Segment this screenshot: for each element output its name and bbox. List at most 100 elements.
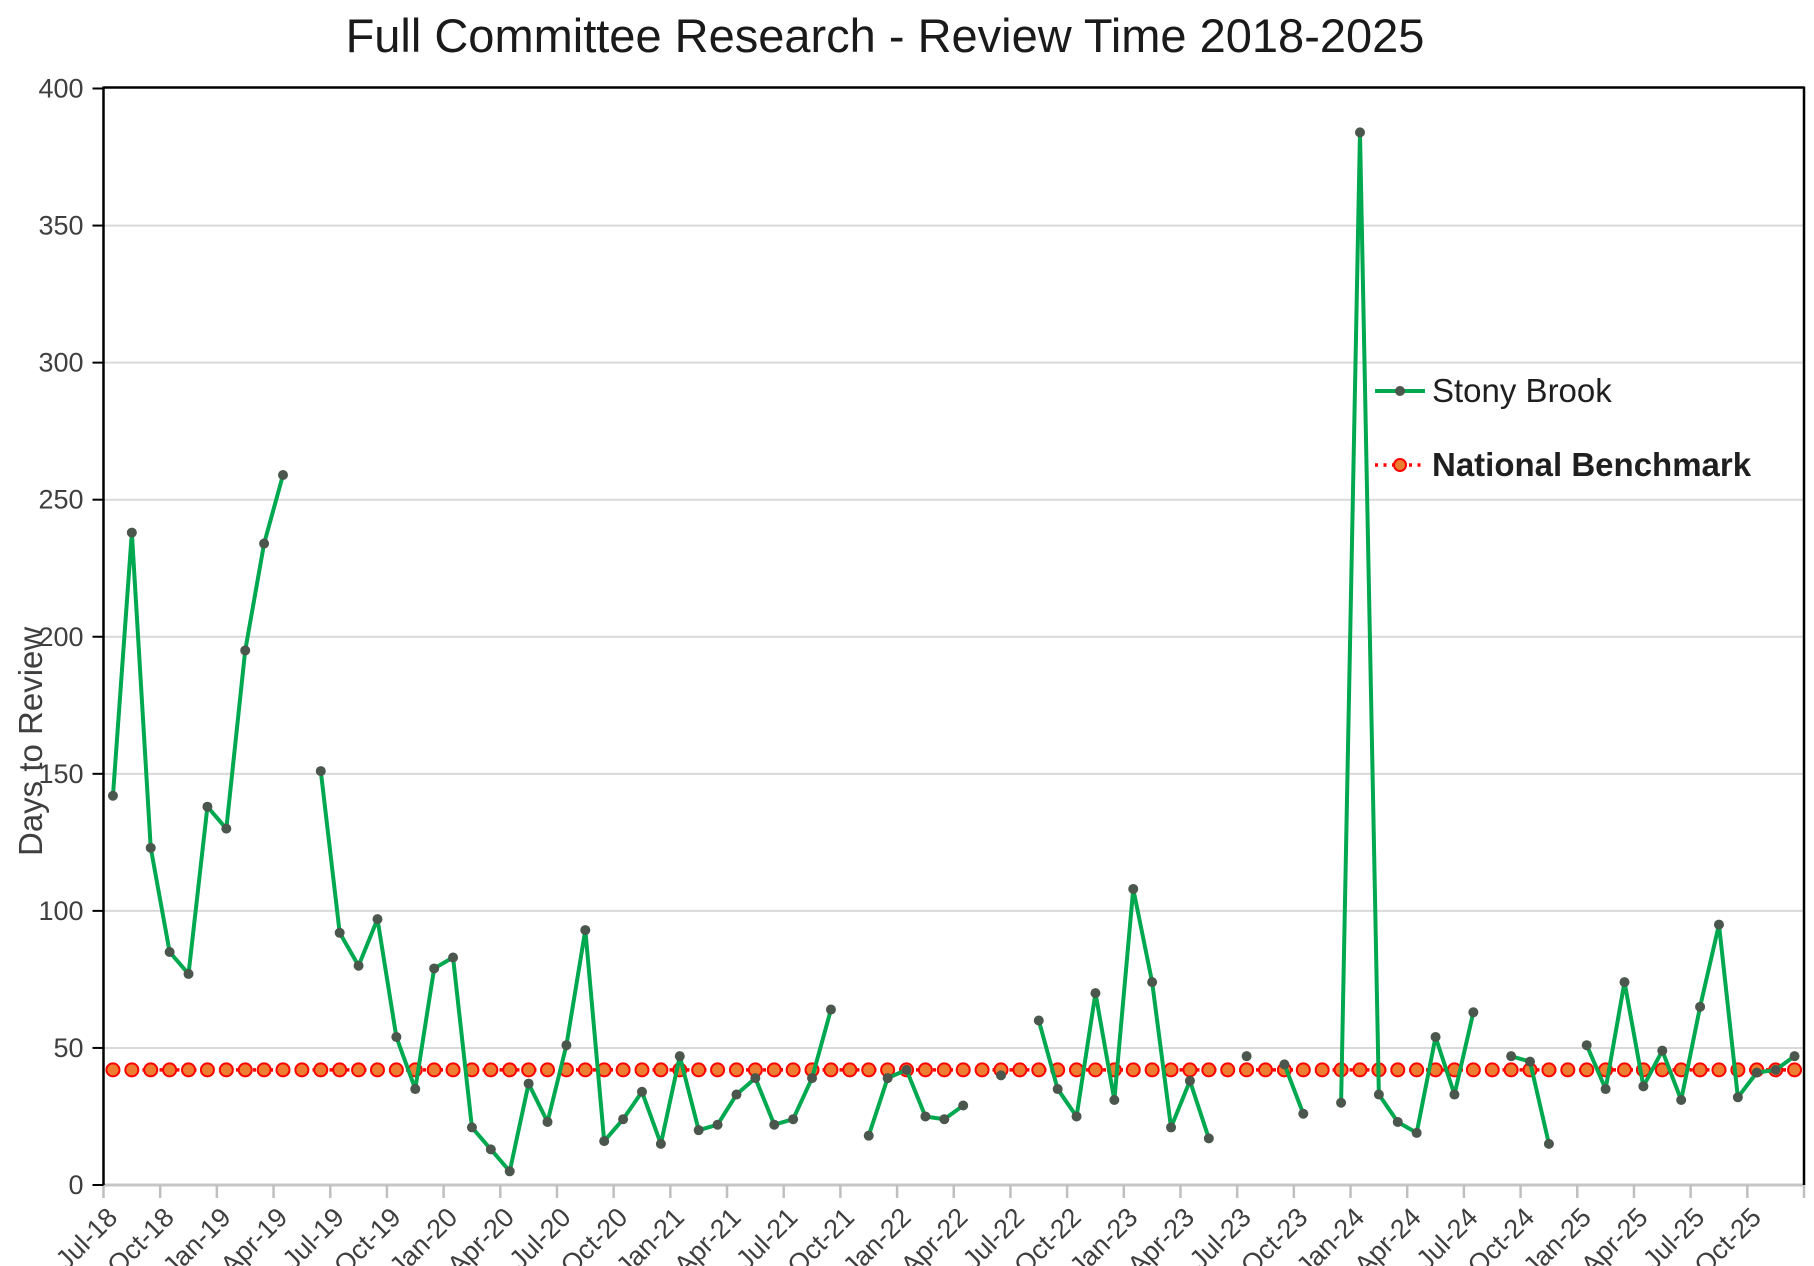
benchmark-marker <box>653 1062 669 1078</box>
benchmark-marker <box>1484 1062 1500 1078</box>
data-point-marker <box>183 968 194 979</box>
data-point-marker <box>750 1073 761 1084</box>
benchmark-marker <box>1295 1062 1311 1078</box>
data-point-marker <box>1657 1045 1668 1056</box>
benchmark-marker <box>842 1062 858 1078</box>
benchmark-marker <box>143 1062 159 1078</box>
benchmark-marker <box>1692 1062 1708 1078</box>
benchmark-marker <box>974 1062 990 1078</box>
benchmark-marker <box>1617 1062 1633 1078</box>
data-point-marker <box>1732 1092 1743 1103</box>
y-tick-label: 50 <box>53 1033 83 1063</box>
stony-brook-line <box>1584 922 1797 1103</box>
data-point-marker <box>1676 1095 1687 1106</box>
y-tick-label: 200 <box>38 622 83 652</box>
data-point-marker <box>410 1084 421 1095</box>
benchmark-marker <box>577 1062 593 1078</box>
data-point-marker <box>485 1144 496 1155</box>
data-point-marker <box>618 1114 629 1125</box>
data-point-marker <box>1052 1084 1063 1095</box>
data-point-marker <box>1279 1059 1290 1070</box>
benchmark-marker <box>861 1062 877 1078</box>
data-point-marker <box>429 963 440 974</box>
stony-brook-line <box>1339 130 1476 1135</box>
legend-item-national-benchmark: National Benchmark <box>1374 436 1751 494</box>
data-point-marker <box>1468 1007 1479 1018</box>
legend: Stony Brook National Benchmark <box>1374 362 1751 510</box>
data-point-marker <box>1090 988 1101 999</box>
data-point-marker <box>901 1064 912 1075</box>
data-point-marker <box>712 1119 723 1130</box>
benchmark-marker <box>917 1062 933 1078</box>
data-point-marker <box>1770 1064 1781 1075</box>
data-point-marker <box>920 1111 931 1122</box>
data-point-marker <box>1354 127 1365 138</box>
data-point-marker <box>655 1138 666 1149</box>
data-point-marker <box>1525 1056 1536 1067</box>
data-point-marker <box>372 914 383 925</box>
y-tick-label: 150 <box>38 759 83 789</box>
data-point-marker <box>1336 1097 1347 1108</box>
data-point-marker <box>315 766 326 777</box>
benchmark-marker <box>1220 1062 1236 1078</box>
data-point-marker <box>1789 1051 1800 1062</box>
data-point-marker <box>466 1122 477 1133</box>
benchmark-marker <box>1579 1062 1595 1078</box>
benchmark-marker <box>332 1062 348 1078</box>
benchmark-marker <box>1182 1062 1198 1078</box>
data-point-marker <box>164 946 175 957</box>
legend-benchmark-marker-sample <box>1393 458 1407 472</box>
benchmark-marker <box>1201 1062 1217 1078</box>
data-point-marker <box>221 823 232 834</box>
benchmark-marker <box>710 1062 726 1078</box>
data-point-marker <box>882 1073 893 1084</box>
data-point-marker <box>1033 1015 1044 1026</box>
benchmark-marker <box>256 1062 272 1078</box>
data-point-marker <box>523 1078 534 1089</box>
data-point-marker <box>126 527 137 538</box>
legend-label-stony-brook: Stony Brook <box>1432 372 1612 409</box>
data-point-marker <box>107 790 118 801</box>
data-point-marker <box>958 1100 969 1111</box>
data-point-marker <box>1147 977 1158 988</box>
data-point-marker <box>353 960 364 971</box>
benchmark-marker <box>199 1062 215 1078</box>
data-point-marker <box>1430 1031 1441 1042</box>
data-point-marker <box>1713 919 1724 930</box>
data-point-marker <box>1128 883 1139 894</box>
benchmark-marker <box>1012 1062 1028 1078</box>
data-point-marker <box>391 1031 402 1042</box>
data-point-marker <box>863 1130 874 1141</box>
benchmark-marker <box>275 1062 291 1078</box>
benchmark-marker <box>1465 1062 1481 1078</box>
data-point-marker <box>1581 1040 1592 1051</box>
benchmark-marker <box>369 1062 385 1078</box>
data-point-marker <box>788 1114 799 1125</box>
data-point-marker <box>542 1116 553 1127</box>
benchmark-marker <box>1560 1062 1576 1078</box>
data-point-marker <box>1600 1084 1611 1095</box>
benchmark-marker <box>483 1062 499 1078</box>
legend-item-stony-brook: Stony Brook <box>1374 362 1751 420</box>
data-point-marker <box>504 1166 515 1177</box>
data-point-marker <box>825 1004 836 1015</box>
data-point-marker <box>1543 1138 1554 1149</box>
benchmark-marker <box>823 1062 839 1078</box>
legend-label-national-benchmark: National Benchmark <box>1432 446 1752 483</box>
data-point-marker <box>1638 1081 1649 1092</box>
benchmark-marker <box>1711 1062 1727 1078</box>
benchmark-marker <box>540 1062 556 1078</box>
benchmark-marker <box>1031 1062 1047 1078</box>
benchmark-marker <box>218 1062 234 1078</box>
data-point-marker <box>1071 1111 1082 1122</box>
benchmark-marker <box>351 1062 367 1078</box>
benchmark-marker <box>1787 1062 1803 1078</box>
benchmark-marker <box>1125 1062 1141 1078</box>
data-point-marker <box>1241 1051 1252 1062</box>
benchmark-marker <box>124 1062 140 1078</box>
benchmark-marker <box>955 1062 971 1078</box>
x-tick-label: Oct-25 <box>1688 1202 1767 1266</box>
stony-brook-line-icon <box>1375 386 1425 396</box>
